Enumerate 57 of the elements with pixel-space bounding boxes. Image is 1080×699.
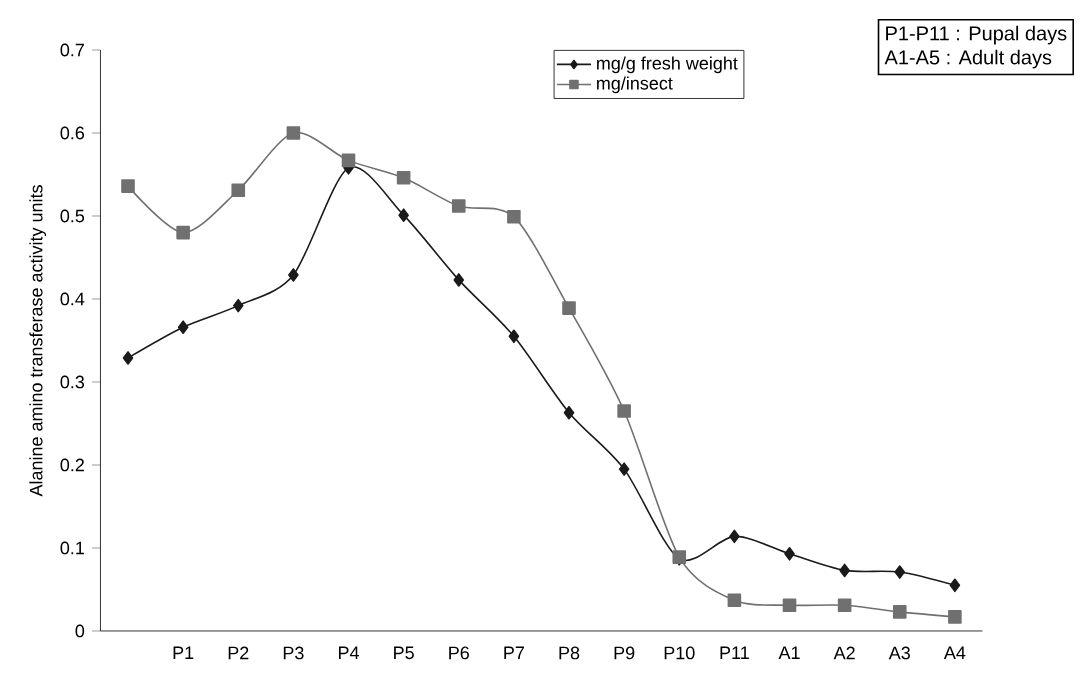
annotation: A1-A5 : Adult days bbox=[884, 49, 1052, 69]
point bbox=[231, 183, 246, 198]
point bbox=[232, 298, 244, 313]
x-tick-label: A4 bbox=[943, 646, 966, 659]
x-tick-label: A2 bbox=[833, 646, 855, 660]
x-tick-label: P6 bbox=[449, 646, 469, 660]
x-tick-label: P7 bbox=[504, 646, 524, 659]
point bbox=[949, 578, 961, 593]
point bbox=[396, 171, 411, 185]
point bbox=[894, 565, 906, 579]
x-tick-label: A1 bbox=[778, 646, 800, 659]
y-tick-label: 0.1 bbox=[60, 541, 84, 555]
x-tick-label: P9 bbox=[614, 646, 635, 660]
point bbox=[562, 301, 576, 315]
point bbox=[839, 563, 850, 578]
x-tick-label: A3 bbox=[888, 646, 910, 660]
y-tick-label: 0.3 bbox=[60, 375, 85, 389]
y-tick-label: 0.5 bbox=[60, 209, 85, 223]
point bbox=[288, 268, 299, 282]
point bbox=[453, 273, 465, 287]
point bbox=[948, 610, 962, 624]
x-tick-label: P2 bbox=[228, 646, 249, 660]
point bbox=[837, 598, 852, 613]
point bbox=[782, 598, 797, 613]
point bbox=[177, 320, 189, 335]
x-tick-label: P5 bbox=[394, 646, 414, 660]
x-tick-label: P11 bbox=[720, 646, 749, 659]
x-tick-label: P4 bbox=[338, 646, 359, 659]
point bbox=[727, 593, 742, 608]
point bbox=[286, 126, 301, 140]
point bbox=[892, 605, 907, 619]
point bbox=[508, 329, 520, 344]
x-tick-label: P1 bbox=[173, 646, 194, 659]
point bbox=[507, 210, 521, 224]
text: P1-P11 : Pupal days bbox=[886, 25, 1067, 45]
legend-label: mg/g fresh weight bbox=[597, 56, 738, 74]
point bbox=[121, 179, 135, 193]
x-tick-label: P10 bbox=[664, 646, 695, 660]
point bbox=[618, 462, 630, 476]
x-tick-label: P8 bbox=[559, 646, 580, 660]
point bbox=[176, 225, 190, 240]
y-axis-title: Alanine amino transferase activity units bbox=[29, 185, 47, 497]
y-tick-label: 0.2 bbox=[60, 458, 84, 472]
point bbox=[784, 547, 795, 561]
point bbox=[563, 405, 575, 420]
point bbox=[341, 153, 356, 168]
x-tick-label: P3 bbox=[283, 646, 304, 660]
point bbox=[122, 351, 134, 365]
y-tick-label: 0.4 bbox=[60, 292, 85, 306]
y-tick-label: 0.7 bbox=[60, 43, 84, 57]
point bbox=[617, 404, 631, 418]
y-tick-label: 0 bbox=[75, 624, 85, 638]
y-tick-label: 0.6 bbox=[60, 126, 85, 140]
legend-label: mg/insect bbox=[597, 76, 673, 94]
point bbox=[451, 199, 466, 213]
point bbox=[398, 208, 409, 222]
point bbox=[729, 529, 740, 544]
